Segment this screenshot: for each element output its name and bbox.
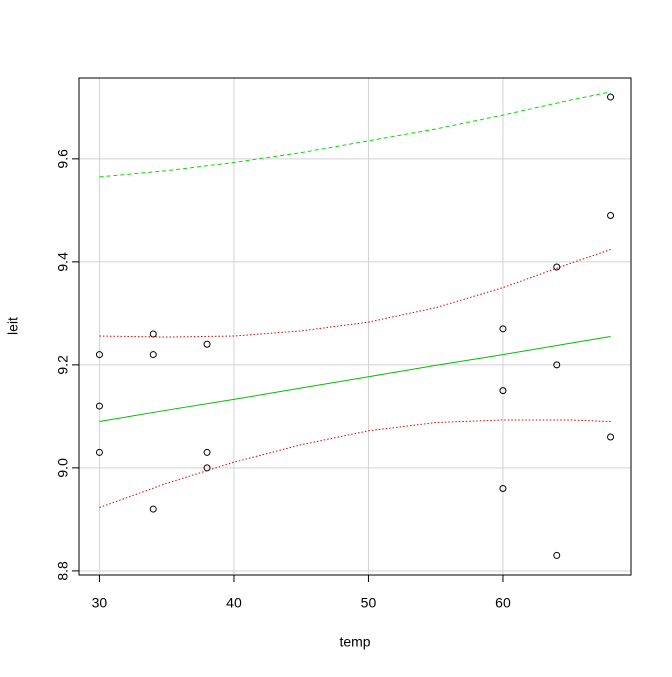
point [553,361,561,369]
y-tick-label: 9.4 [55,252,71,272]
x-tick-label: 60 [495,595,511,611]
point [607,212,615,220]
point [203,448,211,456]
point [607,93,615,101]
x-tick-label: 40 [226,595,242,611]
x-tick-label: 50 [361,595,377,611]
y-axis-title: leit [5,317,21,335]
y-tick-label: 8.8 [55,561,71,581]
point [203,340,211,348]
y-tick-label: 9.0 [55,458,71,478]
y-tick-label: 9.2 [55,355,71,375]
line-dashed [99,91,611,178]
point [95,351,103,359]
point [149,351,157,359]
point [499,484,507,492]
x-axis-title: temp [339,634,370,650]
point [203,464,211,472]
plot-frame [78,77,632,576]
point [499,387,507,395]
line-dotted [99,249,611,338]
point [553,551,561,559]
x-tick-label: 30 [92,595,108,611]
point [149,505,157,513]
point [95,448,103,456]
y-tick-label: 9.6 [55,149,71,169]
point [607,433,615,441]
point [149,330,157,338]
line-dotted [99,419,611,509]
point [553,263,561,271]
line-solid [99,336,611,423]
point [95,402,103,410]
point [499,325,507,333]
